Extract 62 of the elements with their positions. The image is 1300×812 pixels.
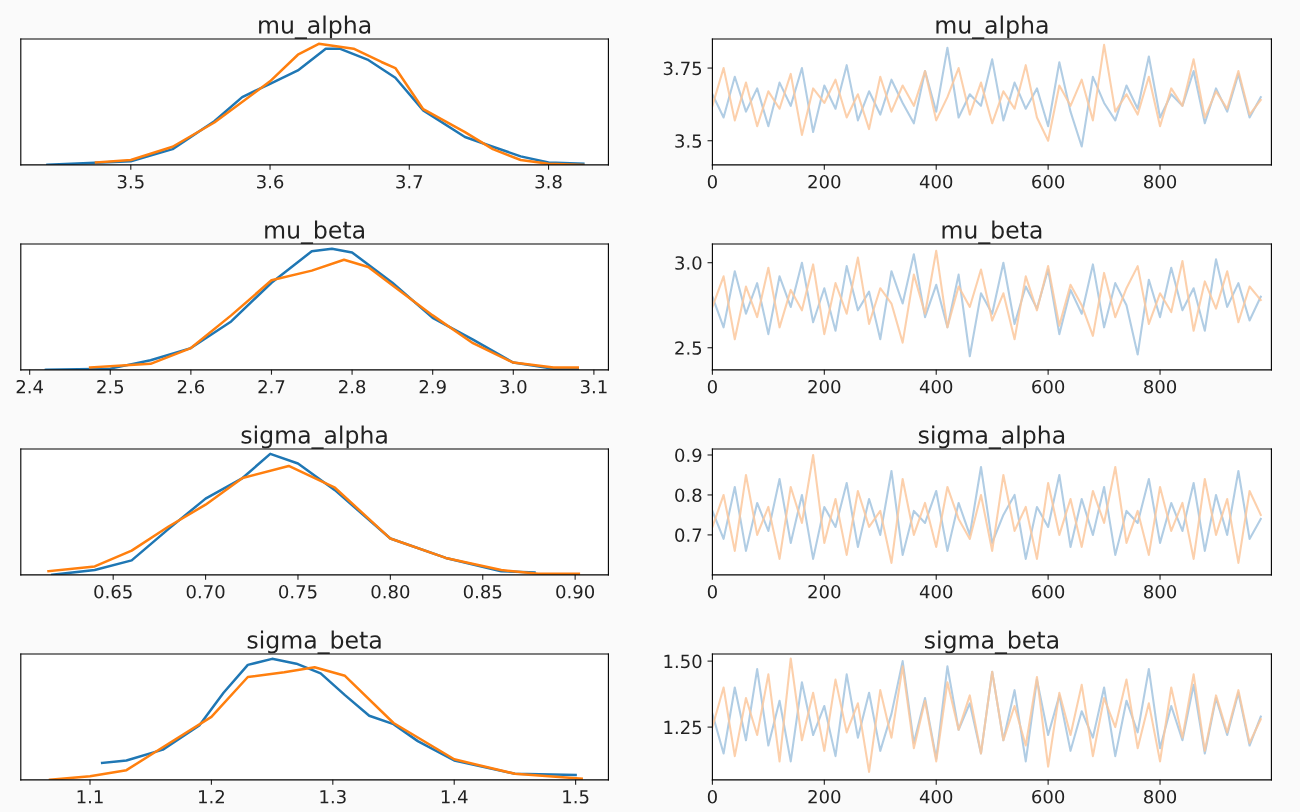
x-tick-label: 600 bbox=[1032, 789, 1065, 804]
x-tick-label: 400 bbox=[919, 174, 953, 189]
x-tick-label: 600 bbox=[1032, 174, 1065, 189]
x-tick-label: 400 bbox=[919, 584, 953, 599]
x-tick-label: 2.7 bbox=[258, 379, 285, 394]
x-tick-label: 0.90 bbox=[556, 584, 595, 599]
x-tick-label: 3.5 bbox=[117, 174, 144, 189]
chart-title: sigma_beta bbox=[925, 630, 1058, 654]
x-tick-label: 200 bbox=[808, 379, 841, 394]
y-tick-label: 1.25 bbox=[664, 720, 702, 735]
x-tick-label: 0.85 bbox=[463, 584, 502, 599]
x-tick-label: 600 bbox=[1032, 584, 1065, 599]
y-tick-label: 0.7 bbox=[675, 528, 702, 543]
x-tick-label: 2.5 bbox=[97, 379, 124, 394]
x-tick-label: 0 bbox=[707, 379, 717, 394]
chart-title: sigma_beta bbox=[247, 630, 381, 654]
x-tick-label: 400 bbox=[919, 379, 953, 394]
x-tick-label: 200 bbox=[808, 174, 841, 189]
x-tick-label: 0 bbox=[707, 789, 717, 804]
x-tick-label: 0.70 bbox=[186, 584, 225, 599]
x-tick-label: 800 bbox=[1144, 789, 1177, 804]
x-tick-label: 0 bbox=[707, 584, 717, 599]
x-tick-label: 800 bbox=[1144, 379, 1177, 394]
x-tick-label: 0.75 bbox=[279, 584, 317, 599]
x-tick-label: 800 bbox=[1144, 174, 1177, 189]
x-tick-label: 3.6 bbox=[257, 174, 284, 189]
y-tick-label: 3.5 bbox=[675, 134, 702, 148]
x-tick-label: 1.2 bbox=[199, 789, 224, 804]
x-tick-label: 2.4 bbox=[16, 379, 44, 394]
x-tick-label: 2.6 bbox=[177, 379, 205, 394]
x-tick-label: 0.65 bbox=[94, 584, 132, 599]
x-tick-label: 400 bbox=[919, 789, 953, 804]
x-tick-label: 1.3 bbox=[320, 789, 346, 804]
line-series bbox=[712, 253, 1262, 358]
x-tick-label: 3.8 bbox=[535, 174, 562, 189]
y-tick-label: 0.9 bbox=[675, 448, 702, 463]
x-tick-label: 800 bbox=[1144, 584, 1177, 599]
y-tick-label: 3.75 bbox=[663, 61, 702, 76]
x-tick-label: 1.5 bbox=[563, 790, 589, 804]
y-tick-label: 2.5 bbox=[675, 341, 702, 355]
x-tick-label: 2.8 bbox=[339, 379, 366, 394]
x-tick-label: 200 bbox=[808, 789, 841, 804]
line-series bbox=[712, 249, 1262, 344]
x-tick-label: 3.1 bbox=[580, 379, 607, 394]
x-tick-label: 1.1 bbox=[77, 790, 103, 804]
chart-title: sigma_alpha bbox=[241, 425, 387, 449]
chart-title: sigma_alpha bbox=[918, 425, 1065, 449]
x-tick-label: 0 bbox=[707, 174, 717, 189]
chart-title: mu_beta bbox=[265, 220, 364, 244]
chart-title: mu_alpha bbox=[259, 15, 371, 39]
chart-title: mu_beta bbox=[942, 220, 1042, 244]
x-tick-label: 3.7 bbox=[396, 174, 423, 189]
x-tick-label: 0.80 bbox=[371, 584, 410, 599]
x-tick-label: 2.9 bbox=[419, 379, 446, 394]
y-tick-label: 3.0 bbox=[675, 256, 702, 270]
chart-title: mu_alpha bbox=[936, 15, 1048, 39]
y-tick-label: 0.8 bbox=[675, 488, 702, 503]
x-tick-label: 1.4 bbox=[441, 790, 468, 804]
x-tick-label: 3.0 bbox=[500, 379, 527, 394]
y-tick-label: 1.50 bbox=[664, 654, 702, 669]
x-tick-label: 200 bbox=[808, 584, 841, 599]
x-tick-label: 600 bbox=[1032, 379, 1065, 394]
